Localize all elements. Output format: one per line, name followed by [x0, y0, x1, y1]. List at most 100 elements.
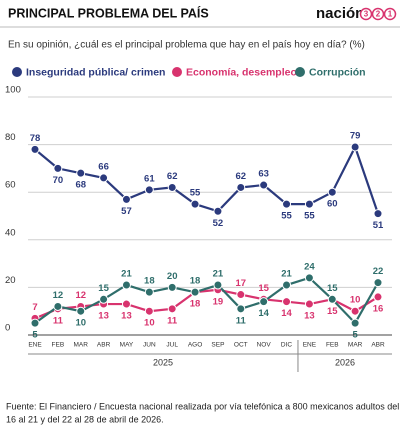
- marker: [259, 297, 269, 307]
- x-tick-label: OCT: [234, 342, 248, 349]
- x-tick-label: ABR: [371, 342, 385, 349]
- data-label: 18: [190, 276, 201, 287]
- marker: [99, 173, 109, 183]
- data-label: 63: [258, 169, 269, 180]
- x-tick-label: MAR: [348, 342, 363, 349]
- marker: [121, 194, 131, 204]
- chart-title: PRINCIPAL PROBLEMA DEL PAÍS: [8, 5, 209, 20]
- x-tick-label: SEP: [211, 342, 224, 349]
- data-label: 55: [281, 211, 292, 222]
- data-label: 13: [121, 311, 132, 322]
- data-label: 11: [236, 315, 247, 326]
- data-label: 52: [213, 218, 224, 229]
- marker: [327, 187, 337, 197]
- marker: [373, 292, 383, 302]
- marker: [53, 163, 63, 173]
- data-label: 17: [236, 278, 247, 289]
- data-label: 15: [98, 283, 109, 294]
- x-tick-label: NOV: [257, 342, 272, 349]
- marker: [236, 182, 246, 192]
- data-label: 78: [30, 133, 41, 144]
- x-tick-label: ENE: [28, 342, 42, 349]
- data-label: 14: [258, 308, 269, 319]
- data-label: 10: [144, 318, 155, 329]
- logo-circle: [359, 7, 373, 21]
- data-label: 21: [121, 269, 132, 280]
- legend-marker: [12, 67, 22, 77]
- data-label: 57: [121, 206, 132, 217]
- data-label: 10: [75, 318, 86, 329]
- data-label: 12: [75, 290, 86, 301]
- data-label: 68: [75, 180, 86, 191]
- marker: [327, 294, 337, 304]
- y-tick-label: 100: [5, 85, 21, 96]
- data-label: 14: [281, 308, 292, 319]
- data-label: 7: [32, 302, 37, 313]
- data-label: 61: [144, 173, 155, 184]
- marker: [144, 185, 154, 195]
- marker: [30, 144, 40, 154]
- marker: [373, 278, 383, 288]
- data-label: 66: [98, 161, 109, 172]
- logo-digit: 1: [388, 10, 393, 19]
- year-label: 2026: [335, 357, 355, 367]
- data-label: 21: [213, 269, 224, 280]
- marker: [30, 318, 40, 328]
- marker: [304, 299, 314, 309]
- y-tick-label: 60: [5, 180, 16, 191]
- x-tick-label: MAY: [120, 342, 134, 349]
- x-tick-label: FEB: [52, 342, 65, 349]
- marker: [350, 142, 360, 152]
- data-label: 24: [304, 261, 315, 272]
- data-label: 19: [213, 296, 224, 307]
- data-label: 16: [373, 303, 384, 314]
- data-label: 11: [53, 315, 64, 326]
- marker: [259, 180, 269, 190]
- logo-circle: [371, 7, 385, 21]
- line: [34, 144, 380, 214]
- marker: [213, 280, 223, 290]
- data-label: 11: [167, 315, 178, 326]
- marker: [282, 297, 292, 307]
- marker: [213, 206, 223, 216]
- marker: [53, 301, 63, 311]
- y-tick-label: 80: [5, 132, 16, 143]
- marker: [190, 199, 200, 209]
- data-label: 13: [304, 311, 315, 322]
- data-label: 5: [352, 330, 358, 341]
- legend-label: Inseguridad pública/ crimen: [26, 66, 165, 78]
- data-label: 62: [167, 171, 178, 182]
- marker: [144, 287, 154, 297]
- marker: [350, 306, 360, 316]
- logo-digit: 3: [364, 10, 369, 19]
- legend-marker: [295, 67, 305, 77]
- marker: [282, 199, 292, 209]
- data-label: 22: [373, 266, 384, 277]
- x-tick-label: MAR: [74, 342, 89, 349]
- marker: [76, 306, 86, 316]
- marker: [373, 209, 383, 219]
- data-label: 10: [350, 295, 361, 306]
- subtitle: En su opinión, ¿cuál es el principal pro…: [8, 40, 365, 51]
- legend: Inseguridad pública/ crimen Economía, des…: [12, 66, 366, 78]
- marker: [304, 199, 314, 209]
- source: 16 al 21 y del 22 al 28 de abril de 2026…: [6, 414, 164, 424]
- marker: [76, 168, 86, 178]
- logo-digit: 2: [376, 10, 381, 19]
- x-tick-label: DIC: [281, 342, 293, 349]
- legend-label: Economía, desempleo: [186, 66, 297, 78]
- legend-marker: [172, 67, 182, 77]
- year-label: 2025: [153, 357, 173, 367]
- marker: [304, 273, 314, 283]
- data-label: 12: [53, 290, 64, 301]
- marker: [350, 318, 360, 328]
- marker: [282, 280, 292, 290]
- data-label: 55: [304, 211, 315, 222]
- data-label: 51: [373, 220, 384, 231]
- marker: [190, 287, 200, 297]
- x-tick-label: FEB: [326, 342, 339, 349]
- y-tick-label: 40: [5, 227, 16, 238]
- marker: [167, 304, 177, 314]
